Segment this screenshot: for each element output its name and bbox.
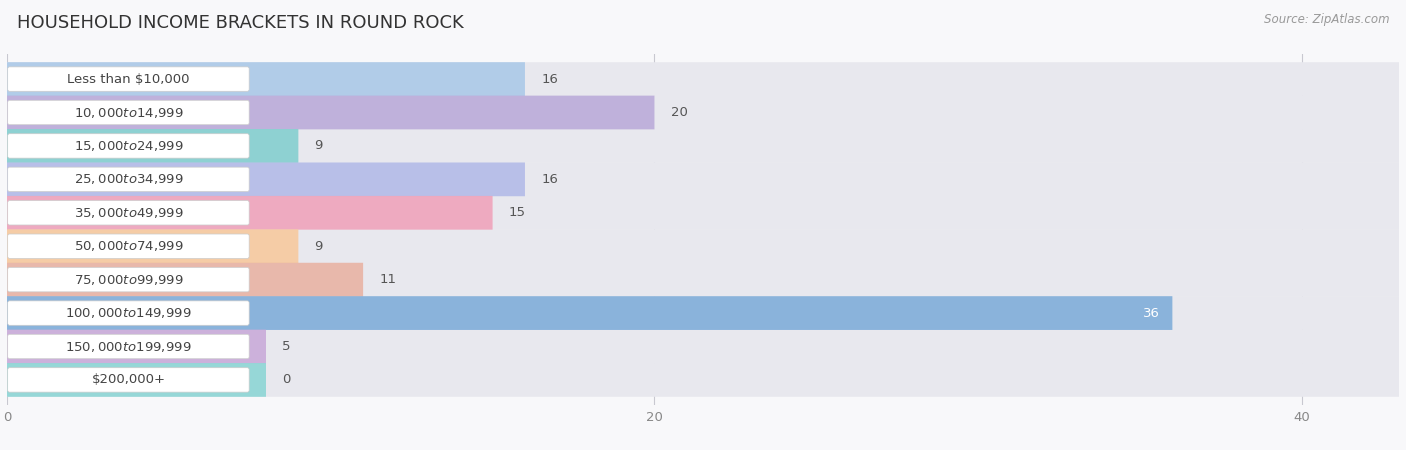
FancyBboxPatch shape <box>7 234 249 258</box>
FancyBboxPatch shape <box>7 67 249 91</box>
Text: 16: 16 <box>541 173 558 186</box>
FancyBboxPatch shape <box>7 62 524 96</box>
Text: 11: 11 <box>380 273 396 286</box>
Text: 9: 9 <box>315 240 323 253</box>
Text: $35,000 to $49,999: $35,000 to $49,999 <box>73 206 183 220</box>
Text: $100,000 to $149,999: $100,000 to $149,999 <box>65 306 191 320</box>
FancyBboxPatch shape <box>7 230 298 263</box>
FancyBboxPatch shape <box>7 263 1399 297</box>
FancyBboxPatch shape <box>7 368 249 392</box>
Text: $15,000 to $24,999: $15,000 to $24,999 <box>73 139 183 153</box>
Text: $25,000 to $34,999: $25,000 to $34,999 <box>73 172 183 186</box>
Text: Less than $10,000: Less than $10,000 <box>67 72 190 86</box>
FancyBboxPatch shape <box>7 162 1399 196</box>
FancyBboxPatch shape <box>7 329 266 364</box>
Text: $150,000 to $199,999: $150,000 to $199,999 <box>65 339 191 354</box>
FancyBboxPatch shape <box>7 263 363 297</box>
FancyBboxPatch shape <box>7 100 249 125</box>
FancyBboxPatch shape <box>7 167 249 192</box>
FancyBboxPatch shape <box>7 95 1399 130</box>
FancyBboxPatch shape <box>7 62 1399 96</box>
FancyBboxPatch shape <box>7 267 249 292</box>
FancyBboxPatch shape <box>7 301 249 325</box>
FancyBboxPatch shape <box>7 129 1399 163</box>
Text: HOUSEHOLD INCOME BRACKETS IN ROUND ROCK: HOUSEHOLD INCOME BRACKETS IN ROUND ROCK <box>17 14 464 32</box>
FancyBboxPatch shape <box>7 363 266 397</box>
Text: Source: ZipAtlas.com: Source: ZipAtlas.com <box>1264 14 1389 27</box>
FancyBboxPatch shape <box>7 95 654 130</box>
Text: $75,000 to $99,999: $75,000 to $99,999 <box>73 273 183 287</box>
FancyBboxPatch shape <box>7 363 1399 397</box>
FancyBboxPatch shape <box>7 162 524 196</box>
Text: $10,000 to $14,999: $10,000 to $14,999 <box>73 105 183 120</box>
FancyBboxPatch shape <box>7 296 1399 330</box>
Text: 16: 16 <box>541 72 558 86</box>
FancyBboxPatch shape <box>7 201 249 225</box>
Text: $200,000+: $200,000+ <box>91 374 166 387</box>
Text: $50,000 to $74,999: $50,000 to $74,999 <box>73 239 183 253</box>
Text: 9: 9 <box>315 140 323 153</box>
FancyBboxPatch shape <box>7 329 1399 364</box>
FancyBboxPatch shape <box>7 296 1173 330</box>
FancyBboxPatch shape <box>7 196 492 230</box>
Text: 15: 15 <box>509 206 526 219</box>
Text: 0: 0 <box>283 374 291 387</box>
FancyBboxPatch shape <box>7 196 1399 230</box>
FancyBboxPatch shape <box>7 334 249 359</box>
FancyBboxPatch shape <box>7 129 298 163</box>
Text: 20: 20 <box>671 106 688 119</box>
FancyBboxPatch shape <box>7 230 1399 263</box>
Text: 36: 36 <box>1143 306 1160 320</box>
FancyBboxPatch shape <box>7 134 249 158</box>
Text: 5: 5 <box>283 340 291 353</box>
